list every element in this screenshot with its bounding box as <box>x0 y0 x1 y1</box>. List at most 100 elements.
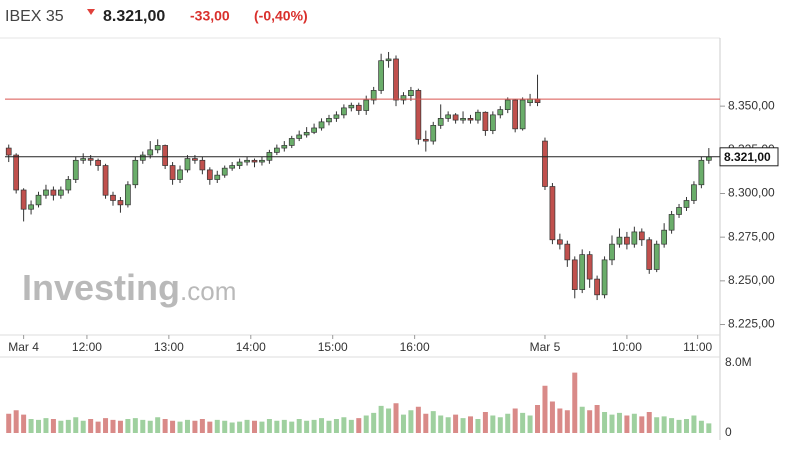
candle-body <box>125 184 131 206</box>
candle-body <box>385 58 392 62</box>
volume-bar <box>602 412 608 433</box>
candle-body <box>110 194 116 201</box>
candle-body <box>333 114 340 119</box>
candle-body <box>80 158 87 161</box>
volume-bar <box>244 419 250 433</box>
volume-bar <box>438 415 444 433</box>
volume-bar <box>572 372 578 433</box>
candle-body <box>288 138 295 146</box>
candle-body <box>422 138 429 142</box>
candle-body <box>646 239 653 270</box>
candle-body <box>705 156 712 161</box>
candle-body <box>542 140 548 187</box>
volume-bar <box>445 417 451 433</box>
candle-body <box>244 159 250 163</box>
candle-body <box>557 239 563 245</box>
volume-bar <box>289 421 295 433</box>
volume-bar <box>512 408 518 433</box>
volume-bar <box>393 403 399 433</box>
x-tick-label: 12:00 <box>72 340 102 354</box>
candle-body <box>192 158 198 161</box>
y-tick-label: 8.225,00 <box>728 317 775 331</box>
volume-bar <box>73 417 79 433</box>
candle-body <box>311 127 317 133</box>
volume-bar <box>184 419 190 433</box>
volume-bar <box>386 408 392 433</box>
candle-body <box>221 167 228 176</box>
x-tick-label: 15:00 <box>318 340 348 354</box>
candle-body <box>624 236 630 245</box>
candle-body <box>199 159 206 171</box>
index-name: IBEX 35 <box>5 8 64 25</box>
volume-bar <box>65 419 71 433</box>
candle-body <box>50 189 57 196</box>
volume-bar <box>103 418 109 433</box>
volume-bar <box>616 412 622 433</box>
candle-body <box>132 159 139 186</box>
candle-body <box>668 214 675 231</box>
volume-bar <box>170 420 176 433</box>
candle-body <box>452 114 459 121</box>
volume-bar <box>326 420 332 433</box>
x-tick-label: 13:00 <box>154 340 184 354</box>
change-percent: (-0,40%) <box>254 8 308 24</box>
volume-bar <box>661 416 667 433</box>
candle-body <box>177 169 183 180</box>
candle-body <box>549 186 556 241</box>
candle-body <box>609 243 615 261</box>
volume-bar <box>482 412 488 433</box>
candle-body <box>154 145 161 151</box>
volume-bar <box>43 418 49 433</box>
y-tick-label: 8.300,00 <box>728 186 775 200</box>
candle-body <box>586 254 593 280</box>
volume-bar <box>460 418 466 433</box>
volume-bar <box>579 406 585 433</box>
volume-bar <box>21 414 27 433</box>
volume-bar <box>110 419 116 433</box>
candle-body <box>35 194 42 206</box>
volume-bar <box>348 419 354 433</box>
candle-body <box>147 149 154 156</box>
y-tick-label: 8.275,00 <box>728 229 775 243</box>
x-tick-label: 14:00 <box>236 340 266 354</box>
candle-body <box>214 174 221 180</box>
volume-bar <box>475 419 481 433</box>
candle-body <box>504 99 511 110</box>
volume-bar <box>549 401 555 433</box>
volume-bar <box>132 418 138 433</box>
candle-body <box>87 158 94 161</box>
candle-body <box>594 278 600 296</box>
volume-bar <box>691 415 697 433</box>
volume-bar <box>80 420 86 433</box>
candle-body <box>259 159 265 163</box>
volume-bar <box>177 421 183 433</box>
candle-body <box>378 60 384 91</box>
volume-bar <box>371 412 377 433</box>
candle-body <box>445 114 452 119</box>
volume-bar <box>669 418 675 433</box>
candle-body <box>363 99 370 111</box>
volume-bar <box>319 418 325 433</box>
volume-bar <box>140 419 146 433</box>
volume-bar <box>155 417 161 433</box>
candle-body <box>497 109 504 116</box>
candle-body <box>206 169 213 180</box>
volume-bar <box>624 415 630 433</box>
candle-body <box>5 147 12 156</box>
volume-bar <box>58 420 64 433</box>
candle-body <box>437 118 444 126</box>
volume-bar <box>535 405 541 433</box>
volume-bar <box>490 415 496 433</box>
volume-bar <box>415 406 421 433</box>
candle-body <box>162 145 168 166</box>
volume-bar <box>162 419 168 433</box>
x-tick-label: 11:00 <box>683 340 712 354</box>
candle-body <box>184 158 191 171</box>
candle-body <box>534 98 541 103</box>
candle-body <box>355 104 362 111</box>
volume-bar <box>423 413 429 433</box>
volume-bar <box>654 417 660 433</box>
volume-bar <box>676 419 682 433</box>
volume-bar <box>28 419 34 433</box>
volume-bar <box>266 419 272 433</box>
